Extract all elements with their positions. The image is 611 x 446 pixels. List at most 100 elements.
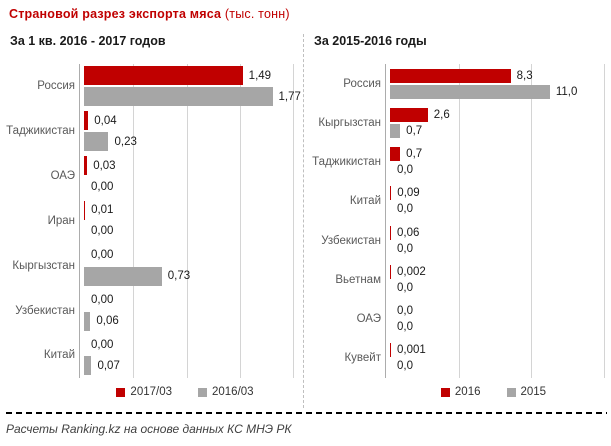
- bar-line-series-1: 0,0: [390, 320, 611, 334]
- legend-label: 2016: [454, 386, 481, 398]
- legend-label: 2016/03: [212, 386, 254, 398]
- chart-row: Иран 0,01 0,00: [0, 199, 303, 244]
- legend-item-2016/03: 2016/03: [198, 386, 254, 398]
- category-label: Китай: [43, 349, 75, 362]
- bar-2016/03: [84, 132, 109, 152]
- chart-row: Узбекистан 0,06 0,0: [304, 221, 611, 260]
- charts-divider-line: [303, 34, 304, 408]
- category-label: Иран: [47, 214, 75, 227]
- value-label: 0,01: [91, 204, 114, 217]
- category-label: Таджикистан: [6, 125, 75, 138]
- bar-2016: [390, 147, 401, 162]
- page-title-text: Страновой разрез экспорта мяса: [9, 7, 222, 21]
- value-label: 0,04: [94, 114, 117, 127]
- chart-q1-2016-2017: За 1 кв. 2016 - 2017 годов Россия 1,49 1,7…: [0, 34, 303, 414]
- value-label: 0,09: [397, 187, 420, 200]
- legend-swatch-icon: [506, 387, 516, 397]
- bar-line-series-0: 0,00: [84, 291, 303, 310]
- bar-group: 0,00 0,73: [79, 246, 303, 286]
- value-label: 1,49: [248, 69, 272, 82]
- bar-2017/03: [84, 200, 86, 220]
- chart-right-legend: 2016 2015: [385, 386, 602, 398]
- bar-line-series-0: 0,0: [390, 304, 611, 318]
- bar-line-series-0: 0,7: [390, 147, 611, 162]
- category-label: ОАЭ: [356, 313, 381, 326]
- gridline: [186, 64, 188, 378]
- value-label: 0,7: [406, 148, 423, 161]
- value-label: 0,06: [96, 315, 119, 328]
- value-label: 0,07: [97, 359, 120, 372]
- chart-2015-2016: За 2015-2016 годы Россия 8,3 11,0 Кыргызста…: [304, 34, 611, 414]
- value-label: 0,0: [397, 360, 413, 373]
- bar-group: 0,001 0,0: [385, 343, 611, 373]
- page-title-unit: (тыс. тонн): [224, 7, 290, 21]
- bar-2016: [390, 264, 391, 279]
- chart-row: Таджикистан 0,04 0,23: [0, 109, 303, 154]
- bar-group: 0,002 0,0: [385, 264, 611, 295]
- bar-2016: [390, 107, 428, 122]
- bar-2017/03: [84, 156, 88, 176]
- bar-line-series-0: 0,00: [84, 335, 303, 354]
- bar-group: 0,7 0,0: [385, 147, 611, 177]
- bar-line-series-0: 0,03: [84, 156, 303, 176]
- legend-swatch-icon: [440, 387, 450, 397]
- value-label: 0,00: [91, 338, 114, 351]
- bar-2017/03: [84, 111, 89, 131]
- chart-row: ОАЭ 0,0 0,0: [304, 300, 611, 339]
- value-label: 0,0: [397, 164, 413, 177]
- bar-line-series-0: 1,49: [84, 66, 303, 86]
- bar-line-series-1: 0,06: [84, 311, 303, 331]
- bar-group: 1,49 1,77: [79, 66, 303, 107]
- bar-2016: [390, 68, 511, 83]
- bar-group: 0,00 0,07: [79, 335, 303, 376]
- chart-left-rows: Россия 1,49 1,77 Таджикистан 0,04 0,23 ОАЭ 0,03…: [0, 64, 303, 378]
- value-label: 0,002: [397, 265, 426, 278]
- bar-group: 0,09 0,0: [385, 186, 611, 216]
- bar-group: 0,00 0,06: [79, 291, 303, 331]
- category-label: Россия: [343, 77, 381, 90]
- value-label: 11,0: [555, 85, 578, 98]
- chart-row: Вьетнам 0,002 0,0: [304, 260, 611, 299]
- bar-group: 0,04 0,23: [79, 111, 303, 152]
- value-label: 0,0: [397, 242, 413, 255]
- bar-2016: [390, 225, 391, 240]
- chart-row: ОАЭ 0,03 0,00: [0, 154, 303, 199]
- chart-row: Кыргызстан 2,6 0,7: [304, 103, 611, 142]
- bar-line-series-0: 0,04: [84, 111, 303, 131]
- value-label: 8,3: [516, 69, 533, 82]
- chart-right-rows: Россия 8,3 11,0 Кыргызстан 2,6 0,7 Таджикистан…: [304, 64, 611, 378]
- value-label: 0,0: [397, 321, 413, 334]
- gridline: [293, 64, 294, 378]
- chart-row: Китай 0,00 0,07: [0, 333, 303, 378]
- bar-line-series-1: 0,23: [84, 132, 303, 152]
- bar-group: 8,3 11,0: [385, 68, 611, 99]
- footer-source-note: Расчеты Ranking.kz на основе данных КС М…: [6, 422, 292, 436]
- legend-item-2017/03: 2017/03: [116, 386, 172, 398]
- chart-left-subtitle: За 1 кв. 2016 - 2017 годов: [10, 34, 166, 48]
- chart-row: Узбекистан 0,00 0,06: [0, 288, 303, 333]
- bar-line-series-1: 0,73: [84, 266, 303, 286]
- value-label: 0,00: [91, 249, 114, 262]
- bar-2016/03: [84, 311, 91, 331]
- bar-line-series-1: 0,0: [390, 202, 611, 216]
- footer-dashed-line: [6, 412, 607, 414]
- value-label: 0,03: [93, 159, 116, 172]
- bar-2015: [390, 123, 401, 138]
- gridline: [133, 64, 135, 378]
- bar-line-series-0: 8,3: [390, 68, 611, 83]
- bar-line-series-1: 0,00: [84, 177, 303, 196]
- category-label: Китай: [349, 195, 381, 208]
- chart-row: Россия 8,3 11,0: [304, 64, 611, 103]
- bar-2015: [390, 84, 550, 99]
- chart-row: Таджикистан 0,7 0,0: [304, 143, 611, 182]
- bar-group: 0,01 0,00: [79, 200, 303, 241]
- bar-line-series-0: 0,06: [390, 225, 611, 240]
- value-label: 0,06: [397, 226, 420, 239]
- bar-line-series-1: 0,0: [390, 281, 611, 295]
- legend-label: 2015: [520, 386, 547, 398]
- category-label: Таджикистан: [312, 156, 381, 169]
- bar-line-series-0: 2,6: [390, 107, 611, 122]
- value-label: 1,77: [278, 90, 301, 103]
- bar-line-series-0: 0,002: [390, 264, 611, 279]
